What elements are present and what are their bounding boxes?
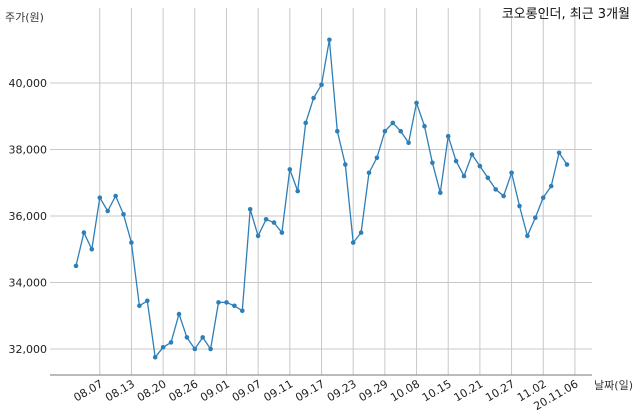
price-point: [485, 175, 491, 181]
price-point: [556, 150, 562, 156]
price-point: [477, 163, 483, 169]
x-tick-label: 08.13: [103, 377, 137, 404]
price-point: [358, 230, 364, 235]
price-point: [430, 160, 435, 166]
price-point: [366, 170, 372, 176]
price-point: [232, 303, 237, 309]
price-point: [247, 207, 253, 212]
price-point: [255, 233, 261, 239]
price-point: [343, 162, 348, 167]
price-point: [295, 188, 301, 194]
price-point: [548, 183, 554, 189]
price-point: [121, 212, 126, 217]
price-point: [97, 195, 103, 200]
price-point: [327, 37, 332, 43]
x-tick-label: 10.21: [452, 377, 486, 404]
price-point: [398, 128, 404, 134]
x-tick-label: 09.07: [230, 377, 264, 404]
x-tick-label: 09.29: [357, 377, 391, 404]
x-tick-label: 10.27: [483, 377, 517, 404]
x-tick-label: 09.17: [293, 377, 327, 404]
y-tick-label: 40,000: [9, 77, 48, 90]
price-point: [263, 217, 269, 222]
price-point: [438, 190, 443, 195]
x-tick-label: 08.20: [135, 377, 169, 404]
price-point: [168, 340, 174, 345]
price-point: [279, 230, 285, 235]
price-point: [461, 173, 467, 179]
x-tick-label: 09.23: [325, 377, 359, 404]
price-point: [73, 263, 79, 269]
y-axis-ticks: 32,000 34,000 36,000 38,000 40,000: [9, 77, 48, 356]
price-point: [533, 215, 538, 220]
price-point: [517, 203, 522, 209]
y-tick-label: 36,000: [9, 210, 48, 223]
price-point: [113, 193, 118, 199]
price-point: [422, 123, 427, 129]
price-point: [184, 335, 190, 340]
price-point: [303, 120, 309, 126]
price-point: [160, 345, 166, 350]
price-point: [414, 100, 419, 106]
price-point: [564, 162, 570, 167]
price-point: [176, 311, 182, 317]
price-point: [240, 308, 245, 314]
price-point: [287, 167, 293, 172]
price-point: [192, 346, 198, 352]
x-axis-ticks: 08.0708.1308.2008.2609.0109.0709.1109.17…: [71, 377, 580, 413]
price-point: [390, 120, 396, 126]
price-point: [319, 82, 324, 87]
y-axis-label: 주가(원): [5, 11, 44, 24]
price-point: [540, 195, 546, 200]
price-point: [208, 346, 213, 352]
grid-lines: [50, 8, 592, 375]
price-point: [374, 155, 380, 161]
y-tick-label: 38,000: [9, 144, 48, 157]
price-point: [152, 355, 158, 360]
price-point: [350, 240, 356, 245]
chart-title: 코오롱인더, 최근 3개월: [502, 7, 630, 22]
price-points: [73, 37, 570, 360]
price-point: [509, 170, 514, 176]
x-tick-label: 09.11: [262, 377, 296, 404]
price-point: [216, 300, 221, 305]
y-tick-label: 34,000: [9, 277, 48, 290]
price-point: [105, 208, 110, 214]
price-point: [453, 158, 459, 164]
price-point: [445, 133, 451, 139]
price-point: [137, 303, 142, 309]
price-point: [406, 140, 411, 146]
x-tick-label: 08.26: [167, 377, 201, 404]
price-point: [493, 187, 499, 192]
price-point: [311, 95, 316, 101]
price-point: [335, 128, 340, 134]
price-point: [501, 193, 506, 199]
x-tick-label: 10.08: [388, 377, 422, 404]
price-point: [129, 240, 134, 245]
x-axis-label: 날짜(일): [594, 378, 633, 392]
price-point: [145, 298, 150, 304]
price-point: [525, 233, 530, 239]
price-point: [382, 128, 388, 134]
x-tick-label: 08.07: [71, 377, 105, 404]
x-tick-label: 09.01: [198, 377, 232, 404]
price-point: [89, 247, 95, 252]
price-point: [271, 220, 277, 225]
price-point: [81, 230, 87, 235]
price-point: [469, 152, 475, 157]
price-point: [200, 335, 205, 340]
x-tick-label: 10.15: [420, 377, 454, 404]
y-tick-label: 32,000: [9, 343, 48, 356]
price-point: [224, 300, 229, 305]
